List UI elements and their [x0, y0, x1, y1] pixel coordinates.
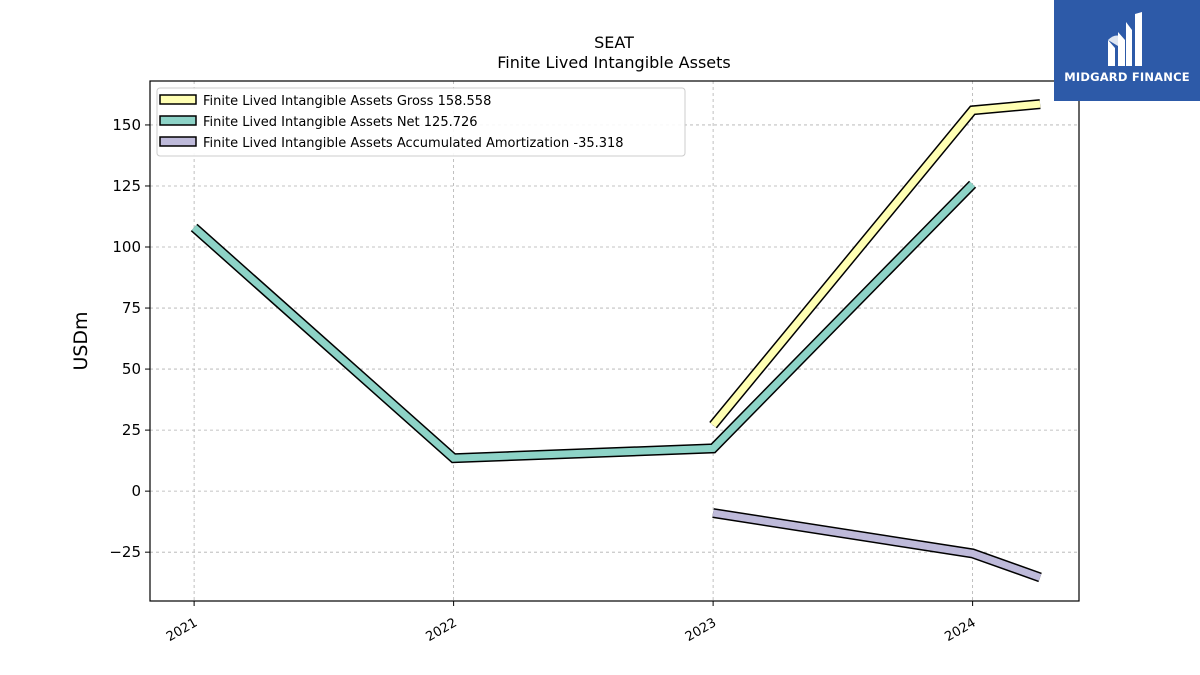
- series-outline: [709, 99, 1041, 429]
- x-tick-label: 2024: [942, 615, 978, 645]
- legend-box: [156, 87, 686, 157]
- y-tick-label: 0: [131, 482, 141, 500]
- x-tick-label: 2023: [683, 615, 719, 645]
- y-tick-label: 50: [122, 360, 141, 378]
- legend-item: Finite Lived Intangible Assets Gross 158…: [159, 94, 491, 109]
- series-line-2: [190, 180, 977, 464]
- chart-subtitle: Finite Lived Intangible Assets: [497, 53, 730, 72]
- grid: [150, 81, 1079, 601]
- legend-swatch: [159, 94, 197, 105]
- series-outline: [190, 180, 977, 464]
- y-tick-label: 75: [122, 299, 141, 317]
- series-line-1: [709, 99, 1041, 429]
- midgard-logo-icon: [1108, 12, 1142, 66]
- y-tick-label: 150: [112, 116, 141, 134]
- axis-ticks: −25 0 25 50 75 100 125 150 2021 2022 2023 2024: [109, 116, 978, 645]
- y-tick-label: −25: [109, 543, 141, 561]
- x-tick-label: 2021: [164, 615, 200, 645]
- series-stroke: [710, 100, 1041, 428]
- chart-title: SEAT: [594, 33, 634, 52]
- logo-text: MIDGARD FINANCE: [1064, 70, 1190, 84]
- legend-label: Finite Lived Intangible Assets Gross 158…: [203, 94, 491, 109]
- y-tick-label: 25: [122, 421, 141, 439]
- series-group: [190, 99, 1042, 583]
- legend-label: Finite Lived Intangible Assets Net 125.7…: [203, 115, 478, 130]
- legend-label: Finite Lived Intangible Assets Accumulat…: [203, 136, 624, 151]
- y-tick-label: 125: [112, 177, 141, 195]
- legend-swatch: [159, 136, 197, 147]
- legend-swatch: [159, 115, 197, 126]
- plot-frame: [149, 80, 1080, 602]
- series-stroke: [191, 181, 976, 462]
- y-tick-label: 100: [112, 238, 141, 256]
- legend-item: Finite Lived Intangible Assets Accumulat…: [159, 136, 624, 151]
- x-tick-label: 2022: [423, 615, 459, 645]
- legend: Finite Lived Intangible Assets Gross 158…: [156, 87, 686, 157]
- legend-item: Finite Lived Intangible Assets Net 125.7…: [159, 115, 478, 130]
- midgard-finance-logo: MIDGARD FINANCE: [1054, 0, 1200, 101]
- series-stroke: [712, 509, 1042, 581]
- series-line-3: [712, 508, 1042, 583]
- y-axis-label: USDm: [70, 311, 92, 370]
